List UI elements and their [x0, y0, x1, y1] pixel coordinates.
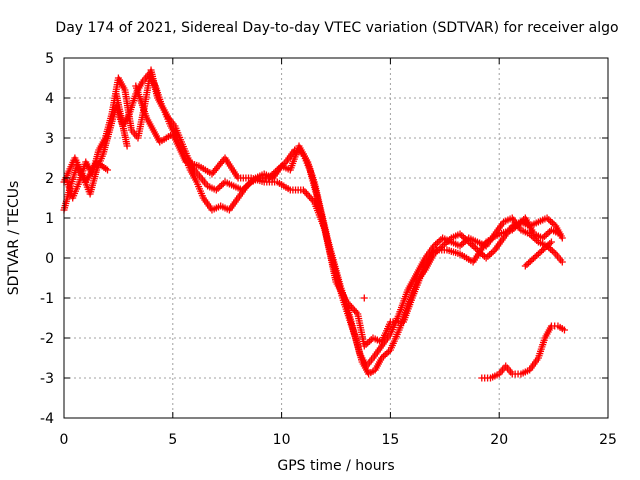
data-point-fill: [540, 232, 548, 240]
data-point: [560, 326, 568, 334]
data-point-fill: [487, 249, 495, 257]
data-point-fill: [548, 247, 556, 255]
data-point-fill: [529, 255, 537, 262]
x-tick-label: 5: [168, 432, 177, 448]
data-point-fill: [432, 240, 440, 248]
data-point-fill: [306, 193, 314, 201]
data-point-fill: [301, 188, 309, 196]
x-tick-label: 25: [599, 432, 617, 448]
y-tick-label: -2: [40, 331, 54, 347]
data-point-fill: [541, 244, 549, 252]
data-point: [482, 254, 490, 262]
data-point-fill: [351, 307, 359, 315]
x-tick-label: 0: [60, 432, 69, 448]
y-tick-label: 3: [45, 131, 54, 147]
data-point-fill: [489, 248, 497, 256]
data-point-fill: [364, 339, 372, 347]
data-point-fill: [515, 220, 523, 228]
data-point-fill: [512, 223, 520, 231]
data-markers: [60, 66, 568, 382]
y-tick-label: 4: [45, 91, 54, 107]
data-point-fill: [458, 232, 466, 240]
data-point-fill: [433, 239, 441, 247]
data-point: [104, 166, 112, 174]
data-point: [547, 238, 555, 246]
y-tick-label: 2: [45, 171, 54, 187]
data-point-fill: [510, 225, 518, 232]
data-point-fill: [486, 251, 494, 259]
data-point: [123, 142, 131, 150]
data-point-fill: [538, 247, 546, 255]
data-point-fill: [304, 191, 312, 199]
data-point-fill: [544, 241, 552, 249]
data-point: [360, 294, 368, 302]
data-point-fill: [539, 246, 547, 253]
data-point-fill: [534, 250, 542, 258]
data-point-fill: [302, 189, 310, 197]
data-point: [439, 242, 447, 250]
data-point: [558, 234, 566, 242]
axis-ticks: [63, 57, 609, 419]
data-point-fill: [536, 249, 544, 256]
y-axis-tick-labels: -4 -3 -2 -1 0 1 2 3 4 5: [40, 51, 54, 427]
x-tick-label: 15: [381, 432, 399, 448]
data-point-fill: [518, 217, 526, 225]
data-point-fill: [513, 222, 521, 229]
y-tick-label: -3: [40, 371, 54, 387]
y-axis-label: SDTVAR / TECUs: [6, 181, 22, 296]
data-point-fill: [525, 259, 533, 267]
data-point-fill: [523, 261, 531, 268]
y-tick-label: -1: [40, 291, 54, 307]
data-point-fill: [548, 219, 556, 227]
x-tick-label: 10: [273, 432, 291, 448]
x-tick-label: 20: [490, 432, 508, 448]
x-axis-tick-labels: 0 5 10 15 20 25: [60, 432, 617, 448]
data-point-fill: [528, 256, 536, 264]
data-point-fill: [533, 252, 541, 259]
y-tick-label: 0: [45, 251, 54, 267]
plot-frame: [63, 57, 609, 419]
data-point-fill: [458, 240, 466, 248]
y-tick-label: 1: [45, 211, 54, 227]
data-point-fill: [543, 243, 551, 250]
data-point-fill: [214, 184, 222, 192]
y-tick-label: -4: [40, 411, 54, 427]
data-point-fill: [545, 216, 553, 224]
data-point: [556, 230, 564, 238]
data-point-fill: [484, 252, 492, 260]
data-point-fill: [550, 248, 558, 256]
data-point-fill: [381, 351, 389, 359]
data-point-fill: [383, 349, 391, 357]
data-point-fill: [470, 243, 478, 251]
data-point-fill: [531, 253, 539, 261]
data-point-fill: [516, 219, 524, 226]
y-tick-label: 5: [45, 51, 54, 67]
data-point-fill: [349, 305, 357, 313]
data-point-fill: [546, 240, 554, 247]
x-axis-label: GPS time / hours: [277, 458, 394, 474]
data-point: [508, 226, 516, 234]
data-point-fill: [526, 258, 534, 265]
chart-title: Day 174 of 2021, Sidereal Day-to-day VTE…: [55, 20, 618, 36]
data-point: [558, 258, 566, 266]
data-point: [521, 262, 529, 270]
